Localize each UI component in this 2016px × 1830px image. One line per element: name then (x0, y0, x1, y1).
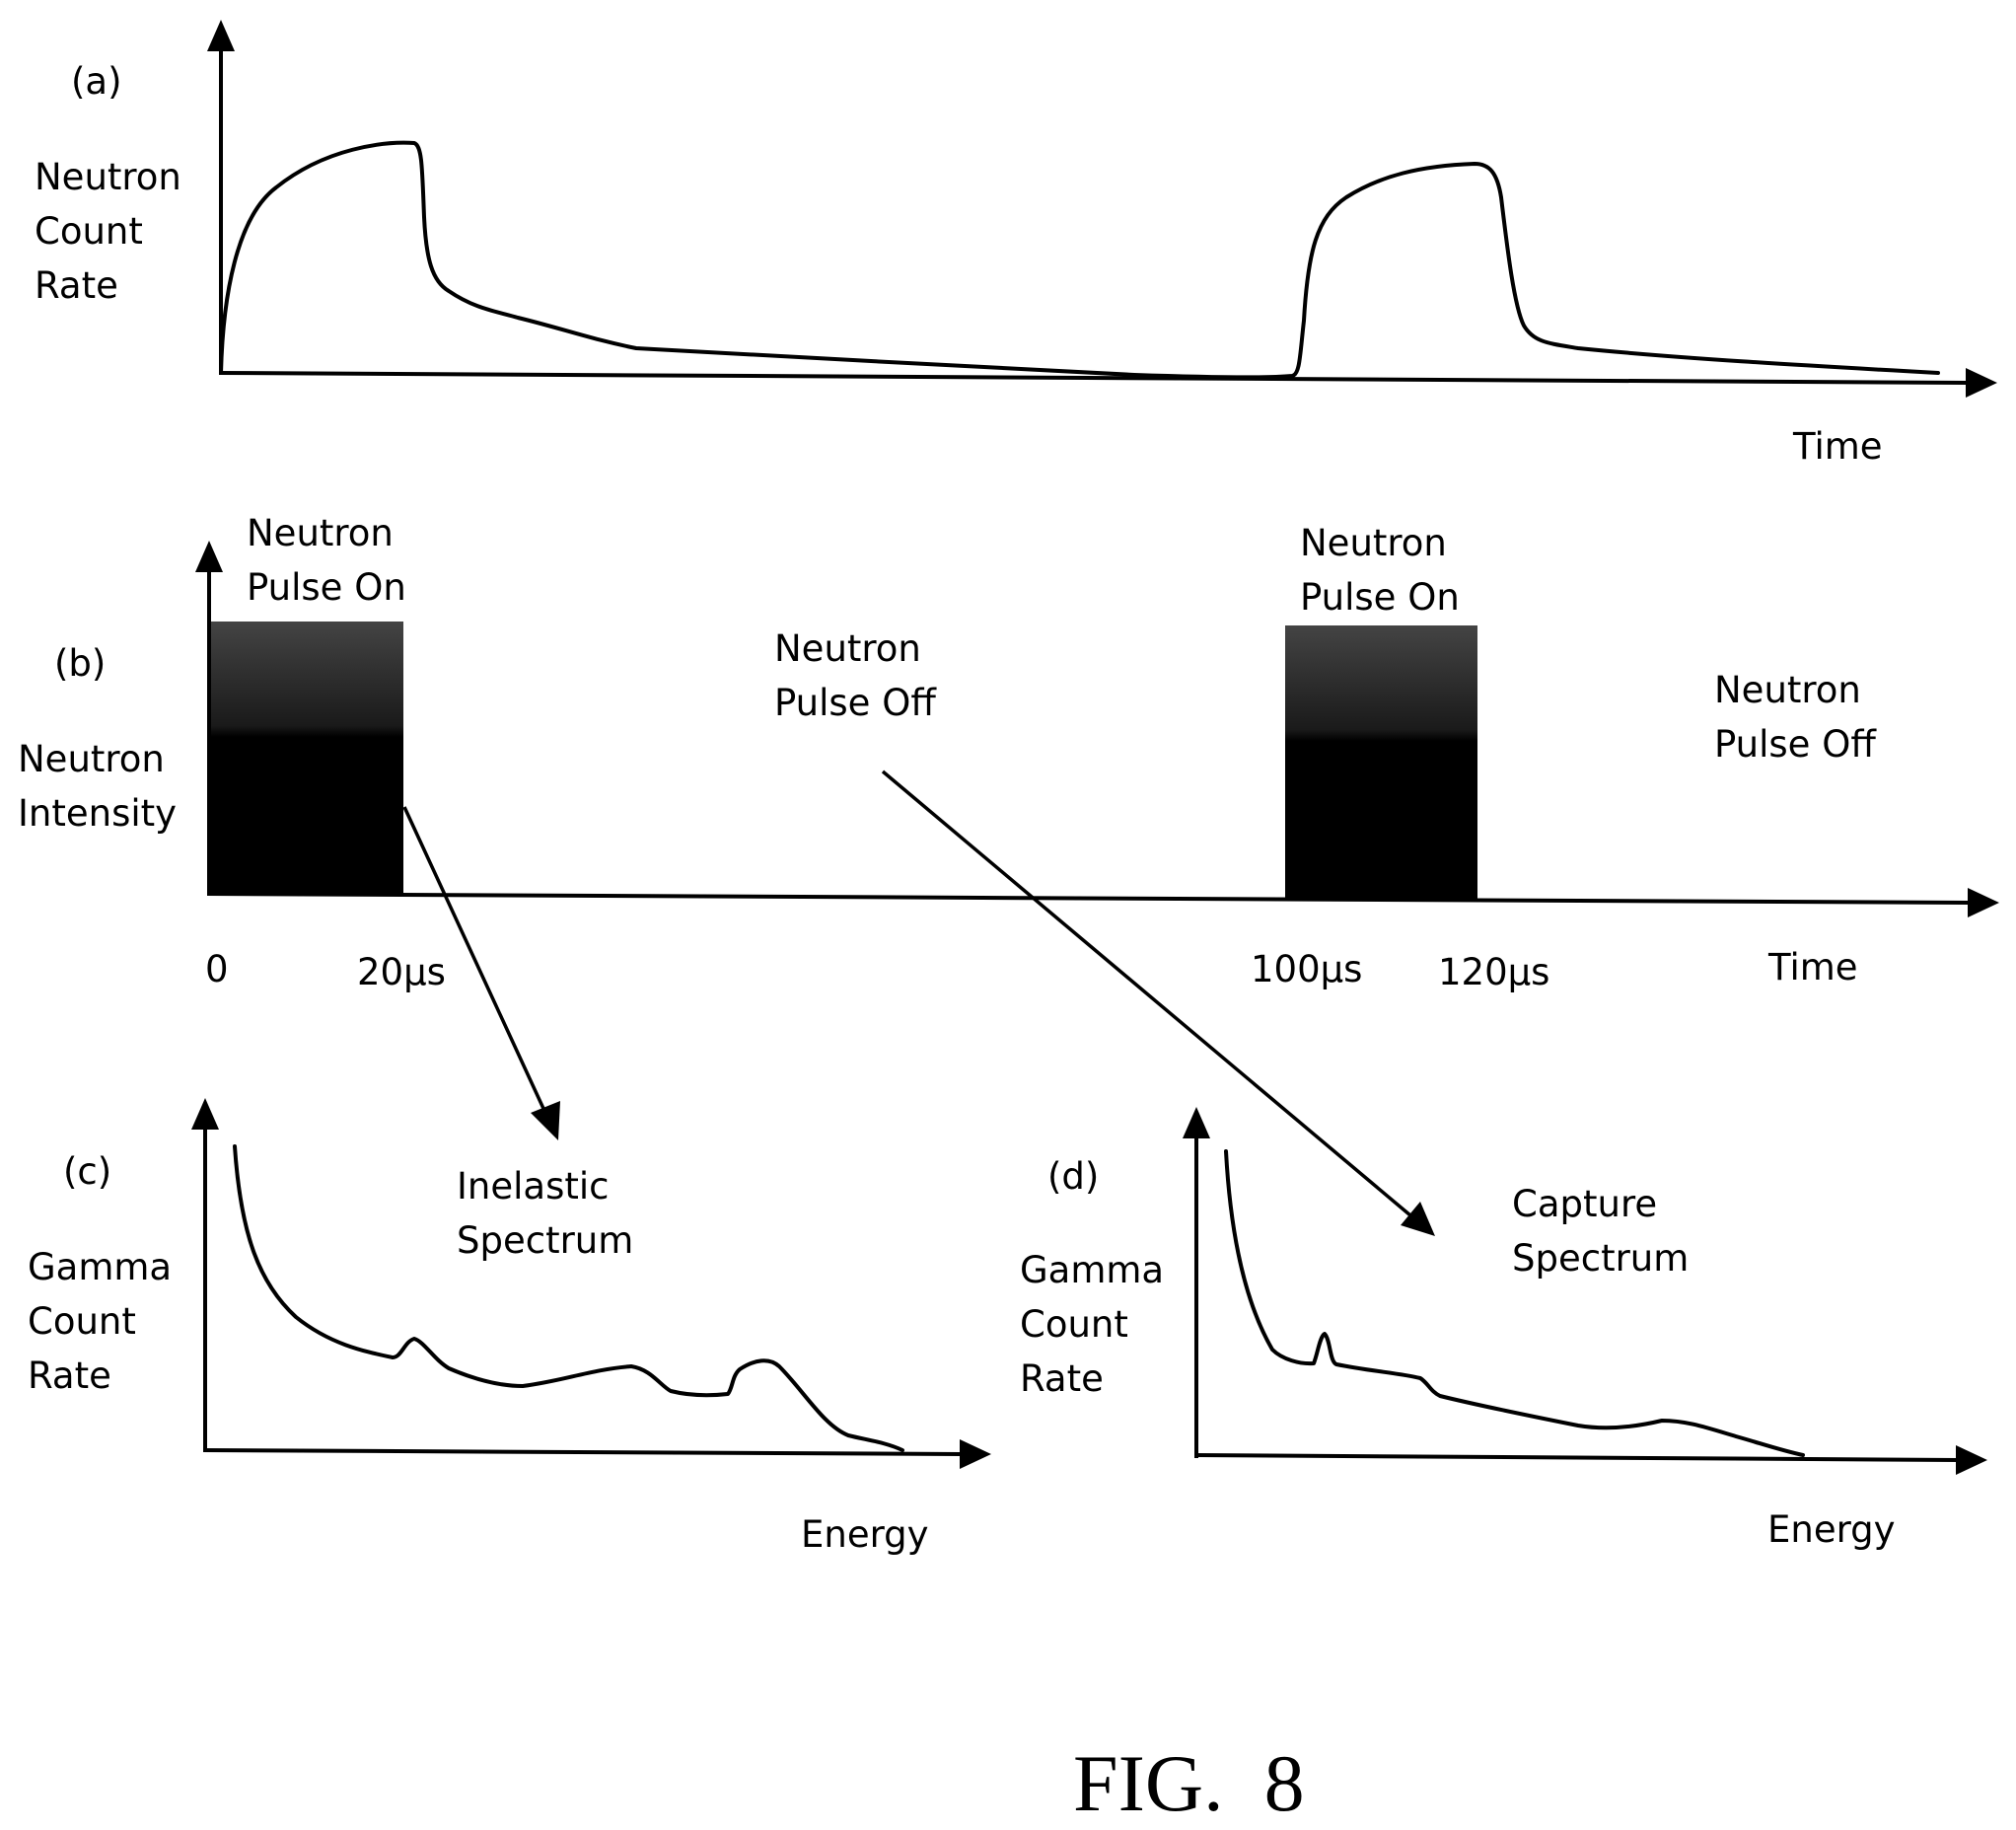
panel-c-x-axis (202, 1439, 991, 1469)
pulse-on-2-line1: Neutron (1300, 522, 1447, 564)
panel-b-y-axis (195, 541, 223, 896)
panel-c-title-line1: Inelastic (457, 1165, 610, 1208)
panel-d-ylabel-line1: Gamma (1020, 1249, 1164, 1291)
panel-d-ylabel-line2: Count (1020, 1303, 1128, 1346)
panel-d-y-axis (1183, 1107, 1210, 1458)
panel-d: (d) Gamma Count Rate Energy Capture Spec… (1020, 1107, 1987, 1551)
panel-a-x-axis (218, 368, 1997, 398)
pulse-off-2-line1: Neutron (1714, 669, 1861, 711)
panel-d-x-axis (1193, 1445, 1987, 1475)
panel-d-ylabel-line3: Rate (1020, 1357, 1104, 1400)
arrow-to-inelastic (402, 806, 560, 1140)
panel-c: (c) Gamma Count Rate Energy Inelastic Sp… (28, 1098, 991, 1556)
panel-a-y-axis (207, 20, 235, 373)
tick-label-0: 0 (205, 948, 229, 990)
panel-c-ylabel-line1: Gamma (28, 1246, 172, 1288)
pulse-off-1-line2: Pulse Off (774, 682, 937, 724)
arrow-to-capture (881, 769, 1435, 1236)
panel-b-xlabel: Time (1767, 946, 1858, 988)
panel-a-count-rate-curve (219, 140, 1940, 380)
panel-c-y-axis (191, 1098, 219, 1450)
panel-a-ylabel-line1: Neutron (35, 156, 181, 198)
pulse-off-2-line2: Pulse Off (1714, 723, 1877, 766)
inelastic-spectrum-curve (233, 1144, 904, 1452)
panel-d-title-line2: Spectrum (1512, 1237, 1689, 1280)
panel-a-ylabel-line2: Count (35, 210, 143, 253)
pulse-bar-2 (1285, 625, 1477, 900)
panel-b: (b) Neutron Intensity Time Neutron Pulse… (18, 512, 1999, 1236)
panel-c-ylabel-line3: Rate (28, 1354, 111, 1397)
panel-c-title-line2: Spectrum (457, 1219, 633, 1262)
pulse-on-1-line2: Pulse On (247, 566, 406, 609)
panel-d-xlabel: Energy (1767, 1508, 1896, 1551)
panel-d-title-line1: Capture (1512, 1183, 1657, 1225)
tick-label-120us: 120µs (1438, 951, 1549, 993)
panel-b-ylabel-line2: Intensity (18, 792, 177, 835)
capture-spectrum-curve (1224, 1149, 1805, 1457)
panel-d-tag: (d) (1047, 1155, 1099, 1198)
pulse-on-1-line1: Neutron (247, 512, 394, 554)
pulse-bar-1 (211, 622, 403, 896)
panel-b-x-axis (206, 888, 1999, 917)
panel-b-tag: (b) (54, 642, 106, 685)
tick-label-100us: 100µs (1251, 948, 1362, 990)
panel-a-ylabel-line3: Rate (35, 264, 118, 307)
panel-a-xlabel: Time (1792, 425, 1883, 468)
panel-a-tag: (a) (71, 60, 122, 103)
panel-b-ylabel-line1: Neutron (18, 738, 165, 780)
panel-a: (a) Neutron Count Rate Time (35, 20, 1997, 468)
tick-label-20us: 20µs (357, 951, 446, 993)
panel-c-tag: (c) (63, 1150, 111, 1193)
panel-c-xlabel: Energy (801, 1513, 929, 1556)
panel-c-ylabel-line2: Count (28, 1300, 136, 1343)
figure-caption: FIG. 8 (1073, 1738, 1305, 1828)
pulse-off-1-line1: Neutron (774, 627, 921, 670)
pulse-on-2-line2: Pulse On (1300, 576, 1460, 619)
